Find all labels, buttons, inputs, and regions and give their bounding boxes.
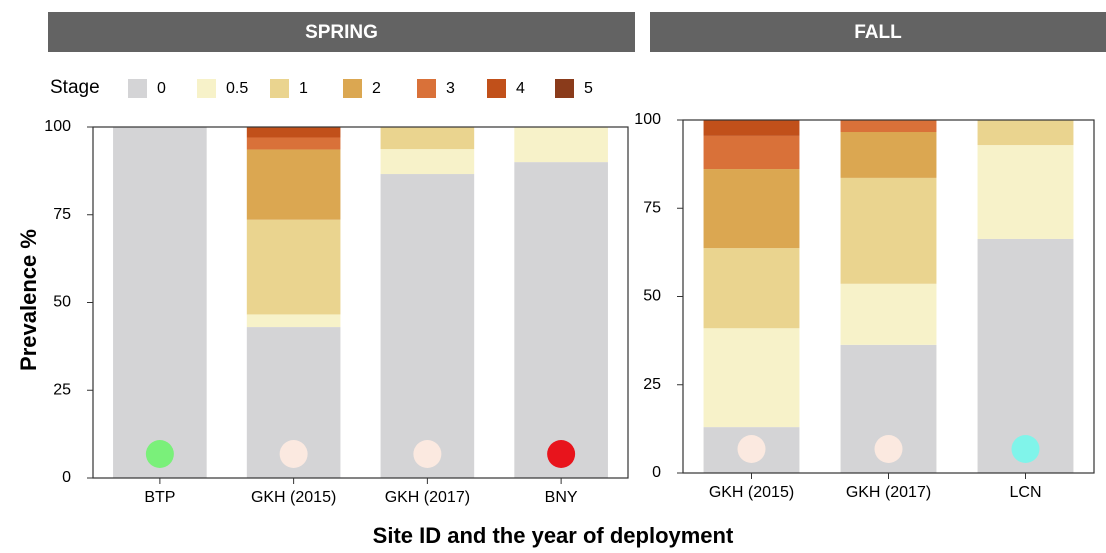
legend-label: 1: [299, 80, 308, 97]
legend-label: 4: [516, 80, 525, 97]
site-dot: [1011, 435, 1040, 463]
site-dot: [279, 440, 308, 468]
legend-swatch: [555, 79, 574, 98]
bar-segment: [840, 132, 937, 178]
y-tick-label: 75: [53, 206, 71, 223]
bar-segment: [840, 177, 937, 284]
bar-segment: [380, 149, 475, 175]
bar-segment: [246, 137, 341, 150]
legend-swatch: [128, 79, 147, 98]
bar-segment: [840, 283, 937, 345]
bar-segment: [977, 120, 1074, 146]
x-tick-label: GKH (2017): [846, 484, 931, 501]
x-tick-label: GKH (2015): [709, 484, 794, 501]
bar-segment: [703, 120, 800, 136]
legend-title: Stage: [50, 77, 100, 98]
bar-segment: [514, 162, 608, 478]
y-tick-label: 50: [53, 294, 71, 311]
site-dot: [737, 435, 766, 463]
x-tick-label: GKH (2017): [385, 489, 470, 506]
legend-swatch: [270, 79, 289, 98]
y-axis-label: Prevalence %: [16, 229, 41, 371]
bar-segment: [246, 314, 341, 328]
bar-segment: [380, 174, 475, 478]
bar-segment: [703, 328, 800, 428]
bar-segment: [977, 145, 1074, 239]
plot-frame: [682, 119, 1095, 474]
bar-segment: [703, 169, 800, 249]
y-tick-label: 25: [53, 381, 71, 398]
site-dot: [874, 435, 903, 463]
panel-title: SPRING: [305, 22, 378, 43]
y-tick-label: 100: [634, 111, 661, 128]
x-tick-label: BNY: [545, 489, 578, 506]
x-tick-label: GKH (2015): [251, 489, 336, 506]
site-dot: [547, 440, 576, 468]
legend-label: 0: [157, 80, 166, 97]
legend-label: 3: [446, 80, 455, 97]
x-tick-label: BTP: [144, 489, 175, 506]
site-dot: [413, 440, 442, 468]
y-tick-label: 25: [643, 376, 661, 393]
legend-swatch: [417, 79, 436, 98]
bar-segment: [246, 149, 341, 220]
panel-title: FALL: [854, 22, 902, 43]
y-tick-label: 50: [643, 288, 661, 305]
bar-segment: [246, 219, 341, 315]
legend-swatch: [197, 79, 216, 98]
bar-segment: [380, 127, 475, 150]
legend-swatch: [487, 79, 506, 98]
bar-segment: [703, 135, 800, 170]
x-axis-label: Site ID and the year of deployment: [373, 523, 734, 548]
site-dot: [145, 440, 174, 468]
y-tick-label: 75: [643, 199, 661, 216]
bar-segment: [514, 127, 608, 163]
legend-label: 2: [372, 80, 381, 97]
bar-segment: [840, 120, 937, 133]
bar-segment: [977, 238, 1074, 473]
plot-frame: [92, 126, 629, 479]
bar-segment: [113, 127, 207, 478]
y-tick-label: 0: [62, 469, 71, 486]
bar-segment: [703, 248, 800, 329]
legend-swatch: [343, 79, 362, 98]
legend-label: 5: [584, 80, 593, 97]
bar-segment: [246, 127, 341, 138]
panel-header: [48, 12, 635, 52]
y-tick-label: 0: [652, 464, 661, 481]
panel-header: [650, 12, 1106, 52]
y-tick-label: 100: [44, 118, 71, 135]
legend-label: 0.5: [226, 80, 248, 97]
x-tick-label: LCN: [1009, 484, 1041, 501]
